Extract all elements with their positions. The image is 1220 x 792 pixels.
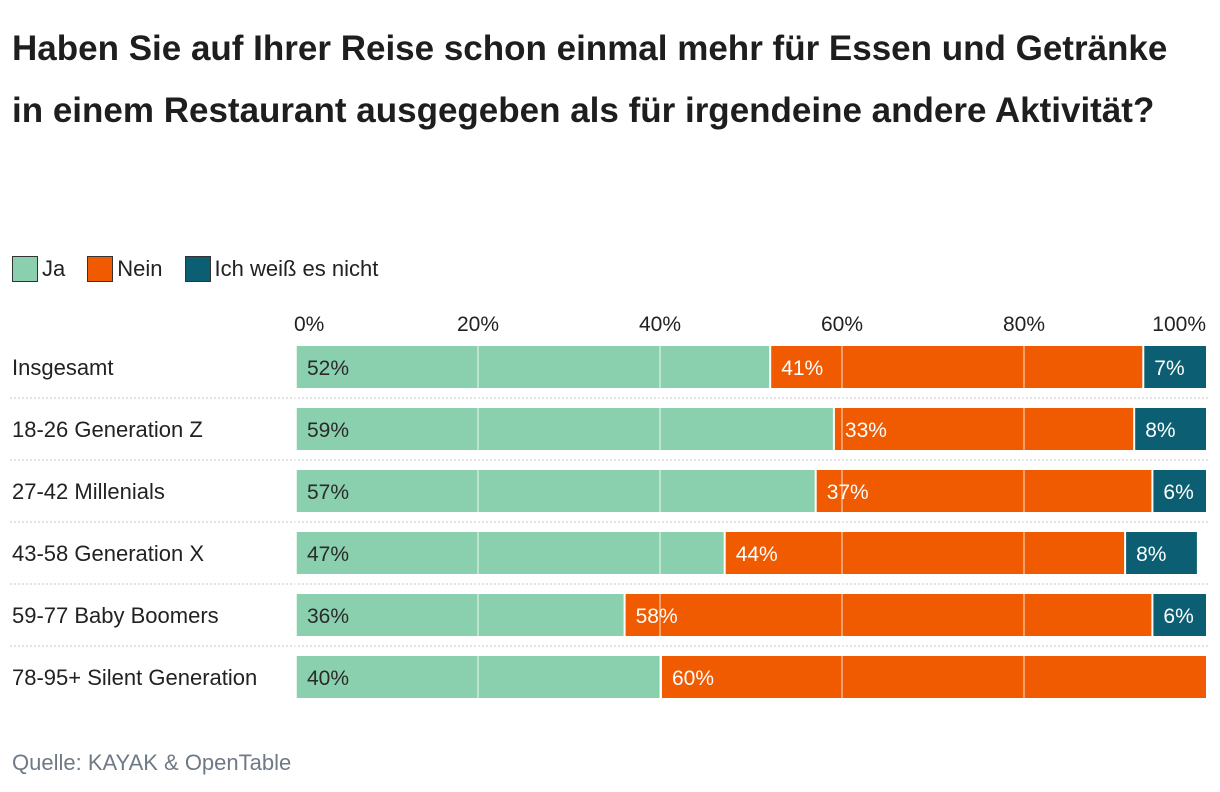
category-label: Insgesamt xyxy=(12,355,114,380)
stacked-bar-chart: 0% 20% 40% 60% 80% 100% Insgesamt 52% 41% 7% 18-26… xyxy=(10,313,1208,698)
data-label: 33% xyxy=(845,419,887,442)
bar-segment xyxy=(1144,346,1206,388)
bar-segment xyxy=(296,470,815,512)
data-label: 58% xyxy=(636,605,678,628)
data-label: 59% xyxy=(307,419,349,442)
bar-segment xyxy=(1153,470,1206,512)
data-label: 36% xyxy=(307,605,349,628)
data-label: 60% xyxy=(672,667,714,690)
bar-segment xyxy=(725,532,1125,574)
bar-segment xyxy=(1153,594,1206,636)
bar-segment xyxy=(296,532,724,574)
data-label: 44% xyxy=(736,543,778,566)
bar-segment xyxy=(771,346,1143,388)
data-label: 37% xyxy=(827,481,869,504)
bar-segment xyxy=(625,594,1152,636)
legend-label-weiss-nicht: Ich weiß es nicht xyxy=(214,256,379,281)
bar-segment xyxy=(1126,532,1197,574)
data-label: 8% xyxy=(1145,419,1175,442)
data-label: 52% xyxy=(307,357,349,380)
bar-segment xyxy=(1135,408,1206,450)
bar-segment xyxy=(662,656,1206,698)
legend-swatch-nein xyxy=(87,256,114,282)
data-label: 6% xyxy=(1163,481,1193,504)
legend-label-ja: Ja xyxy=(42,256,66,281)
data-label: 6% xyxy=(1163,605,1193,628)
data-label: 40% xyxy=(307,667,349,690)
legend-swatch-ja xyxy=(12,256,38,282)
legend-label-nein: Nein xyxy=(117,256,163,281)
bar-segment xyxy=(296,346,770,388)
legend-swatch-weiss-nicht xyxy=(184,256,211,282)
data-label: 8% xyxy=(1136,543,1166,566)
legend-item-weiss-nicht: Ich weiß es nicht xyxy=(184,256,379,282)
bar-segment xyxy=(834,408,1134,450)
source-note: Quelle: KAYAK & OpenTable xyxy=(12,750,292,775)
category-label: 18-26 Generation Z xyxy=(12,417,203,442)
category-label: 27-42 Millenials xyxy=(12,479,165,504)
x-tick-label: 0% xyxy=(294,313,324,336)
category-label: 43-58 Generation X xyxy=(12,541,204,566)
x-tick-label: 100% xyxy=(1152,313,1206,336)
data-label: 7% xyxy=(1154,357,1184,380)
data-label: 47% xyxy=(307,543,349,566)
legend-item-nein: Nein xyxy=(87,256,163,282)
legend-item-ja: Ja xyxy=(12,256,65,282)
bar-segment xyxy=(816,470,1152,512)
x-tick-label: 40% xyxy=(639,313,681,336)
x-tick-label: 60% xyxy=(821,313,863,336)
legend: Ja Nein Ich weiß es nicht xyxy=(12,255,400,283)
chart-title: Haben Sie auf Ihrer Reise schon einmal m… xyxy=(12,29,1168,130)
bar-segment xyxy=(296,594,624,636)
bar-segment xyxy=(296,408,833,450)
x-tick-label: 80% xyxy=(1003,313,1045,336)
data-label: 57% xyxy=(307,481,349,504)
category-label: 78-95+ Silent Generation xyxy=(12,665,257,690)
category-label: 59-77 Baby Boomers xyxy=(12,603,219,628)
data-label: 41% xyxy=(781,357,823,380)
x-tick-label: 20% xyxy=(457,313,499,336)
